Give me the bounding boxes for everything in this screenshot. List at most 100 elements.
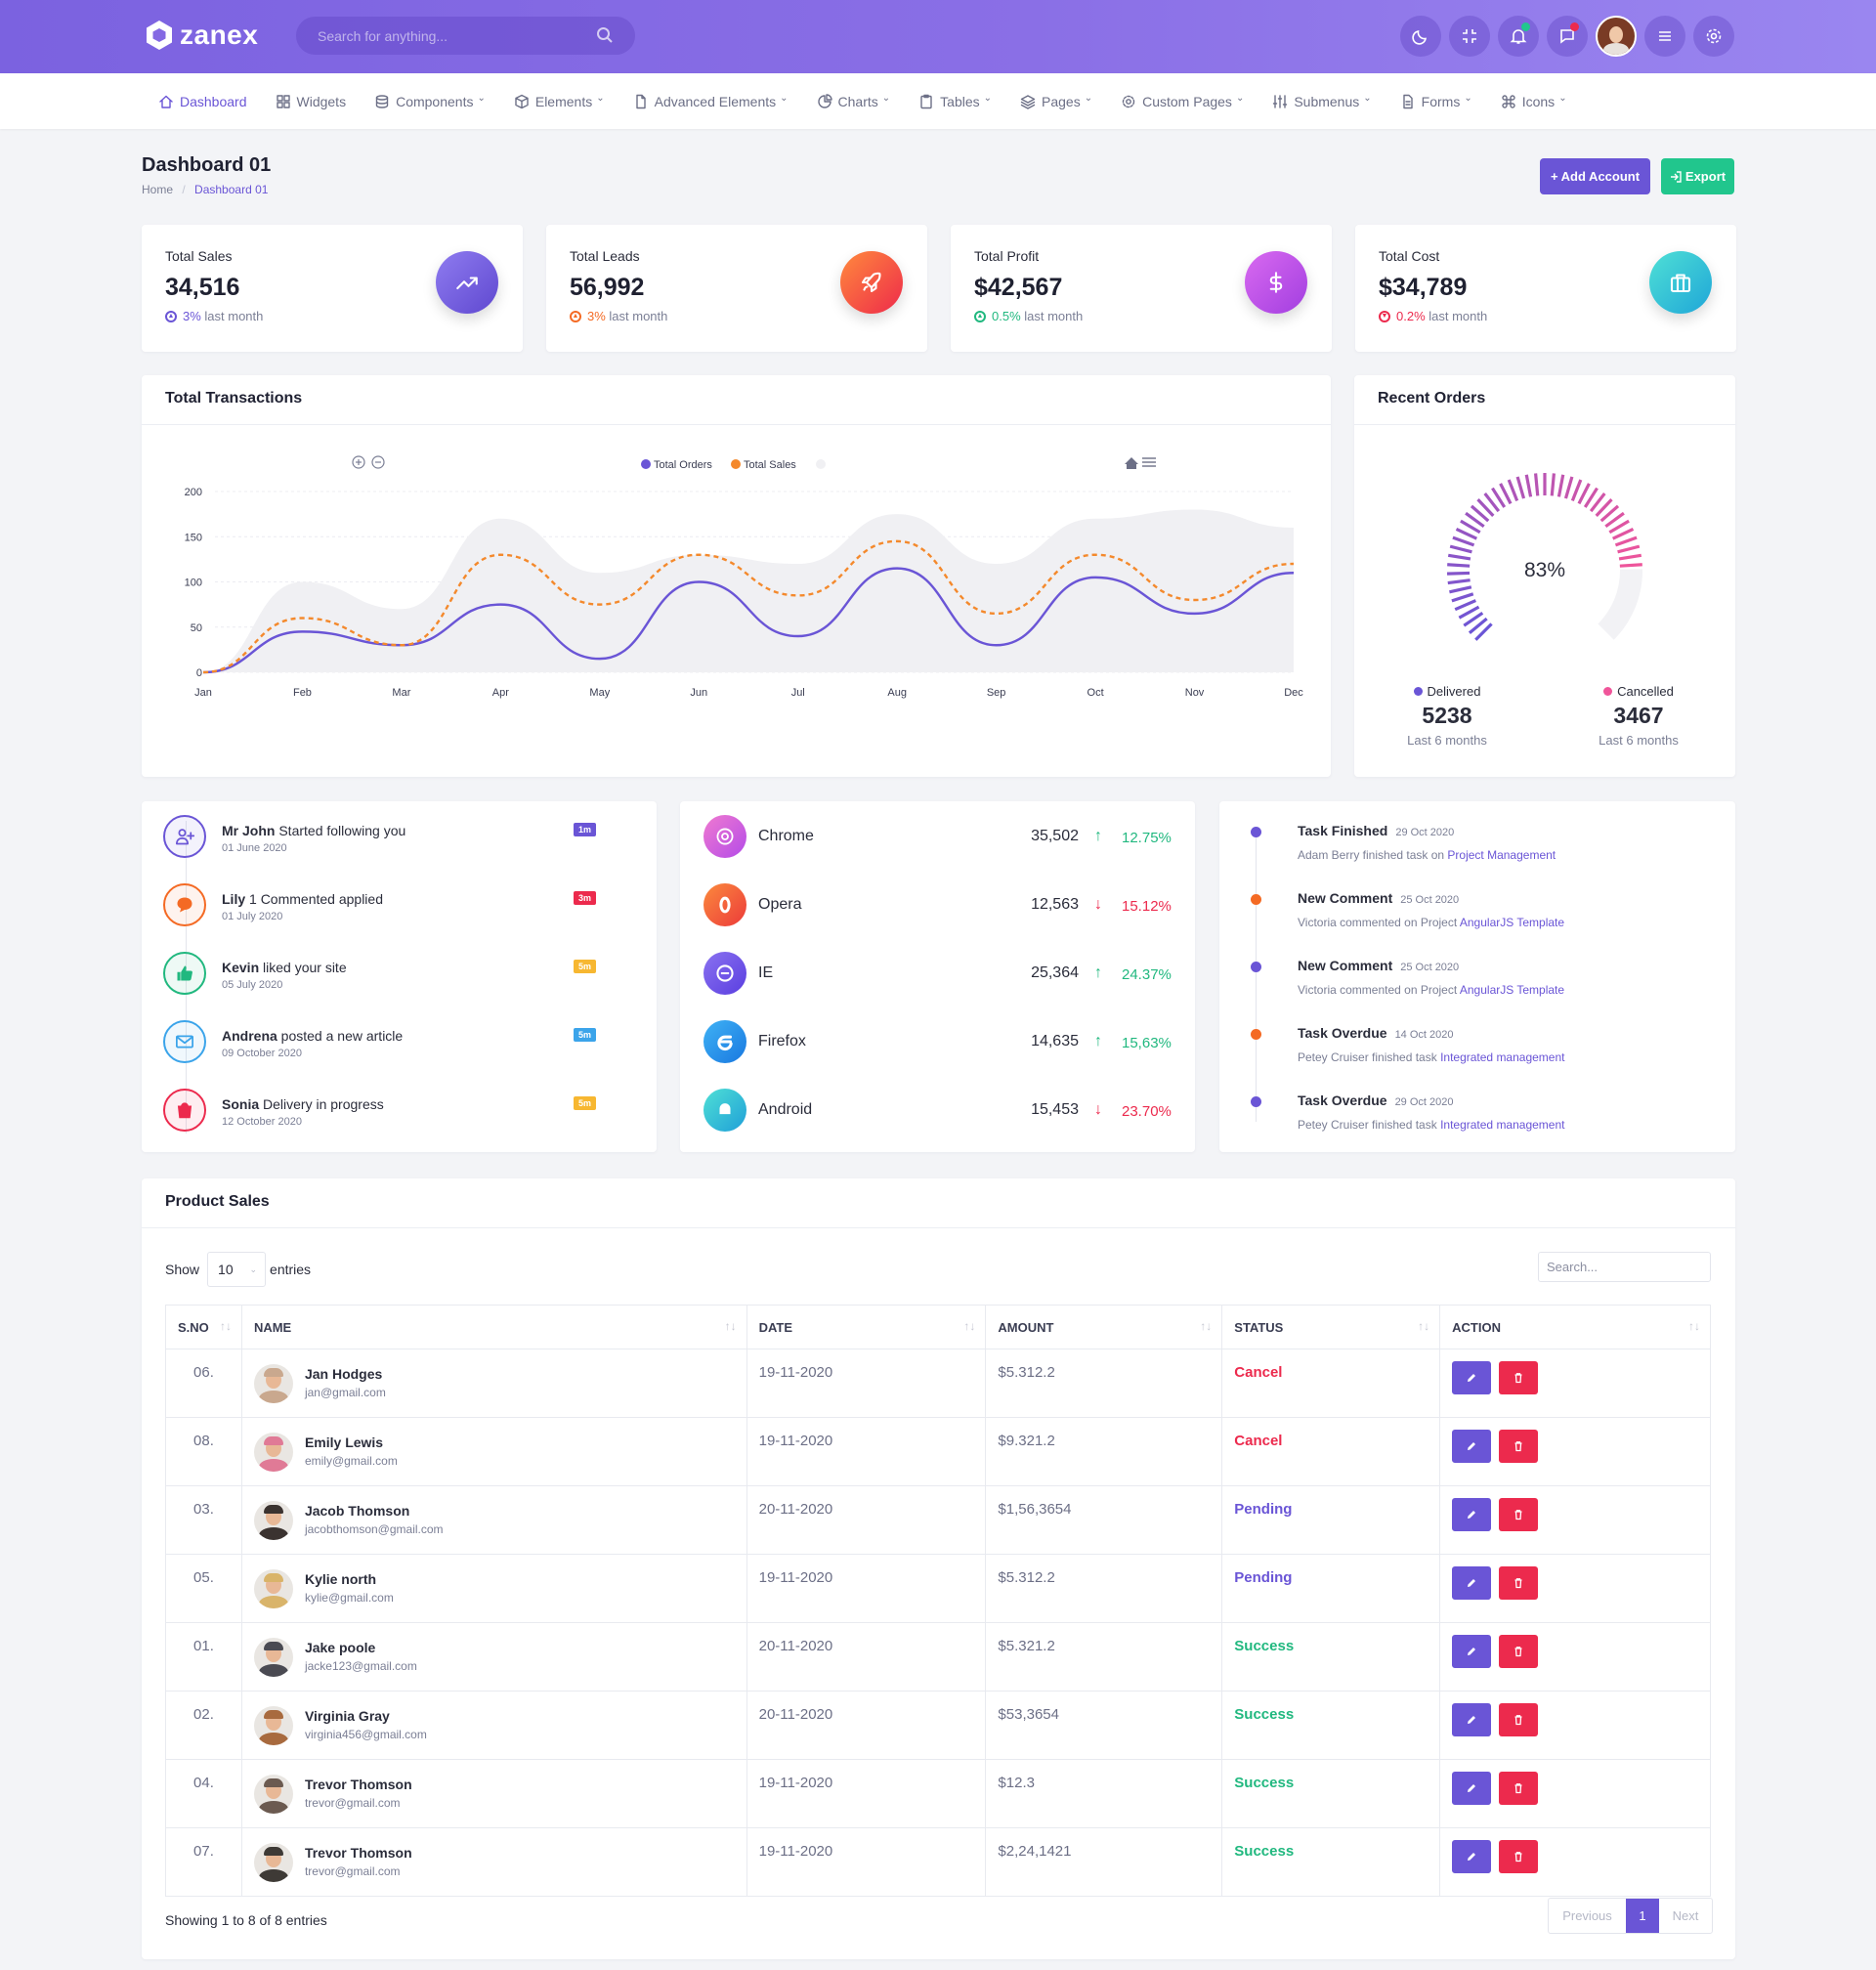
add-account-button[interactable]: + Add Account: [1540, 158, 1650, 194]
nav-item-charts[interactable]: Charts ⌄: [817, 93, 891, 109]
column-header-sno[interactable]: S.NO ↑↓: [165, 1305, 242, 1349]
settings-button[interactable]: [1693, 16, 1734, 57]
timeline-link[interactable]: Project Management: [1447, 848, 1556, 862]
feed-item[interactable]: Kevin liked your site 05 July 2020 5m: [163, 952, 632, 1020]
legend-label[interactable]: Total Orders: [654, 459, 712, 471]
column-header-amount[interactable]: AMOUNT ↑↓: [985, 1305, 1223, 1349]
row-email: jan@gmail.com: [304, 1386, 386, 1399]
comment-icon: [177, 897, 192, 913]
feed-item[interactable]: Mr John Started following you 01 June 202…: [163, 815, 632, 883]
export-button[interactable]: Export: [1661, 158, 1734, 194]
row-actions: [1439, 1759, 1711, 1828]
entries-select[interactable]: 10 ⌄: [207, 1252, 267, 1287]
breadcrumb-home[interactable]: Home: [142, 183, 174, 196]
feed-avatar: [163, 1020, 206, 1063]
delete-button[interactable]: [1499, 1566, 1539, 1600]
edit-button[interactable]: [1452, 1635, 1492, 1668]
status-badge: Success: [1234, 1843, 1295, 1860]
column-header-date[interactable]: DATE ↑↓: [746, 1305, 987, 1349]
nav-item-pages[interactable]: Pages ⌄: [1020, 93, 1092, 109]
feed-item[interactable]: Sonia Delivery in progress 12 October 202…: [163, 1089, 632, 1152]
delete-button[interactable]: [1499, 1635, 1539, 1668]
menu-button[interactable]: [1644, 16, 1685, 57]
delete-button[interactable]: [1499, 1498, 1539, 1531]
legend-label[interactable]: Total Sales: [744, 459, 796, 471]
fullscreen-button[interactable]: [1449, 16, 1490, 57]
next-page-button[interactable]: Next: [1672, 1908, 1699, 1923]
nav-item-icons[interactable]: Icons ⌄: [1501, 93, 1567, 109]
table-search-input[interactable]: Search...: [1538, 1252, 1711, 1282]
dollar-icon: [1269, 272, 1283, 293]
y-tick-label: 0: [196, 667, 202, 679]
nav-item-elements[interactable]: Elements ⌄: [514, 93, 605, 109]
zoom-out-icon[interactable]: [371, 455, 385, 469]
timeline-link[interactable]: Integrated management: [1440, 1050, 1565, 1064]
column-header-name[interactable]: NAME ↑↓: [240, 1305, 747, 1349]
row-email: trevor@gmail.com: [304, 1864, 401, 1878]
table-row: 03. Jacob Thomson jacobthomson@gmail.com 20…: [165, 1485, 1711, 1555]
delete-button[interactable]: [1499, 1430, 1539, 1463]
nav-item-forms[interactable]: Forms ⌄: [1400, 93, 1472, 109]
transactions-chart: 0 50 100 150 200 Jan Feb Mar Apr May Jun Jul Aug Sep O…: [185, 455, 1303, 699]
chart-menu-icon[interactable]: [1142, 457, 1156, 467]
chevron-down-icon: ⌄: [881, 93, 891, 104]
timeline-link[interactable]: AngularJS Template: [1459, 983, 1565, 997]
browser-name: Opera: [758, 896, 802, 913]
brand-logo[interactable]: zanex: [145, 20, 258, 51]
x-tick-label: Jul: [791, 687, 805, 699]
gauge-tick: [1599, 504, 1620, 523]
column-header-action[interactable]: ACTION ↑↓: [1439, 1305, 1711, 1349]
timeline-desc-text: Adam Berry finished task on: [1298, 848, 1448, 862]
nav-item-advanced-elements[interactable]: Advanced Elements ⌄: [633, 93, 789, 109]
edit-button[interactable]: [1452, 1430, 1492, 1463]
stat-change: ▲ 3% last month: [570, 309, 667, 323]
reset-zoom-icon[interactable]: [1125, 457, 1138, 469]
notifications-button[interactable]: [1498, 16, 1539, 57]
browser-row-chrome: Chrome 35,502 ↑ 12.75%: [704, 815, 1172, 874]
nav-item-label: Components: [396, 93, 474, 109]
row-actions: [1439, 1827, 1711, 1897]
timeline-link[interactable]: AngularJS Template: [1459, 916, 1565, 929]
delete-button[interactable]: [1499, 1361, 1539, 1394]
edit-button[interactable]: [1452, 1840, 1492, 1873]
feed-item[interactable]: Lily 1 Commented applied 01 July 2020 3m: [163, 883, 632, 952]
row-status-cell: Pending: [1221, 1485, 1441, 1555]
table-info: Showing 1 to 8 of 8 entries: [165, 1912, 327, 1928]
nav-item-widgets[interactable]: Widgets: [276, 94, 346, 109]
timeline-link[interactable]: Integrated management: [1440, 1118, 1565, 1132]
search-icon[interactable]: [596, 26, 614, 44]
feed-name: Mr John: [222, 823, 276, 838]
feed-item[interactable]: Andrena posted a new article 09 October 2…: [163, 1020, 632, 1089]
search-input[interactable]: Search for anything...: [296, 17, 635, 55]
gauge-tick: [1447, 578, 1471, 585]
status-badge: Cancel: [1234, 1364, 1283, 1381]
delete-button[interactable]: [1499, 1772, 1539, 1805]
zoom-in-icon[interactable]: [352, 455, 365, 469]
user-avatar[interactable]: [1596, 16, 1637, 57]
nav-item-dashboard[interactable]: Dashboard: [158, 94, 247, 109]
gauge-tick: [1451, 592, 1474, 603]
column-header-status[interactable]: STATUS ↑↓: [1221, 1305, 1441, 1349]
prev-page-button[interactable]: Previous: [1562, 1908, 1612, 1923]
delete-button[interactable]: [1499, 1703, 1539, 1736]
feed-text: Lily 1 Commented applied: [222, 891, 383, 907]
edit-button[interactable]: [1452, 1703, 1492, 1736]
edit-button[interactable]: [1452, 1498, 1492, 1531]
edit-button[interactable]: [1452, 1566, 1492, 1600]
nav-item-tables[interactable]: Tables ⌄: [918, 93, 992, 109]
nav-item-components[interactable]: Components ⌄: [374, 93, 486, 109]
stat-card-total-sales: Total Sales 34,516 ▲ 3% last month: [142, 225, 523, 352]
page-1-button[interactable]: 1: [1626, 1899, 1659, 1933]
briefcase-icon: [1670, 274, 1691, 293]
dark-mode-button[interactable]: [1400, 16, 1441, 57]
row-email: jacke123@gmail.com: [304, 1659, 417, 1673]
y-tick-label: 100: [185, 578, 202, 589]
edit-button[interactable]: [1452, 1361, 1492, 1394]
nav-item-submenus[interactable]: Submenus ⌄: [1272, 93, 1372, 109]
chevron-down-icon: ⌄: [1235, 93, 1245, 104]
nav-item-custom-pages[interactable]: Custom Pages ⌄: [1121, 93, 1245, 109]
delete-button[interactable]: [1499, 1840, 1539, 1873]
feed-name: Sonia: [222, 1096, 260, 1112]
messages-button[interactable]: [1547, 16, 1588, 57]
edit-button[interactable]: [1452, 1772, 1492, 1805]
